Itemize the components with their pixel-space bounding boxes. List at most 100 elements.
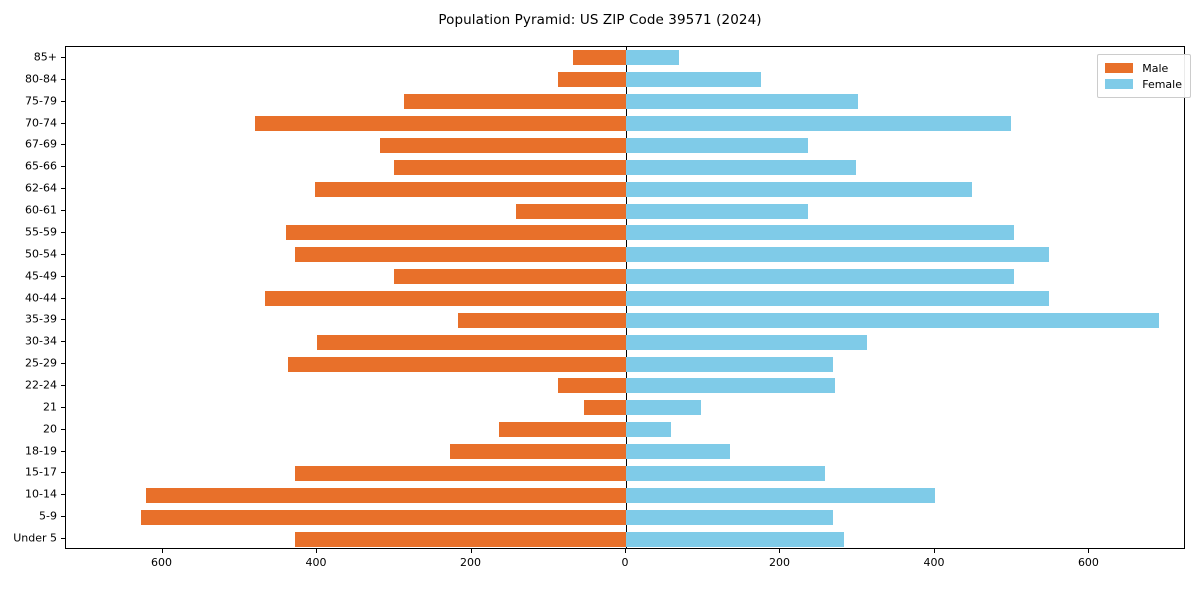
bar-male	[287, 356, 626, 372]
y-tick-mark	[61, 210, 65, 212]
x-tick-mark	[779, 549, 781, 553]
y-tick-label: 85+	[33, 50, 57, 64]
y-tick-label: 55-59	[25, 225, 57, 239]
x-tick-mark	[161, 549, 163, 553]
bar-female	[626, 159, 857, 175]
bar-female	[626, 378, 835, 394]
bar-female	[626, 509, 833, 525]
y-tick-label: 65-66	[25, 159, 57, 173]
y-tick-label: 40-44	[25, 291, 57, 304]
x-tick-mark	[1088, 549, 1090, 553]
x-tick-label: 600	[151, 556, 173, 569]
bar-male	[449, 444, 626, 460]
bar-female	[626, 465, 826, 481]
y-tick-label: 15-17	[25, 465, 57, 479]
x-tick-label: 600	[1077, 556, 1099, 569]
bar-male	[295, 247, 626, 263]
bar-female	[626, 444, 731, 460]
bar-female	[626, 225, 1014, 241]
y-tick-mark	[61, 363, 65, 365]
bar-female	[626, 203, 808, 219]
bar-male	[317, 334, 626, 350]
bar-male	[286, 225, 626, 241]
bar-male	[573, 50, 626, 66]
bar-female	[626, 422, 671, 438]
y-tick-mark	[61, 538, 65, 540]
bar-male	[558, 72, 626, 88]
bar-male	[255, 116, 626, 132]
bar-female	[626, 116, 1011, 132]
y-tick-mark	[61, 231, 65, 233]
bar-female	[626, 181, 973, 197]
bar-female	[626, 400, 701, 416]
bar-female	[626, 72, 762, 88]
y-tick-label: 20	[43, 422, 57, 436]
bar-male	[584, 400, 626, 416]
legend-label-female: Female	[1142, 77, 1182, 91]
y-tick-label: 75-79	[25, 94, 57, 108]
legend-item-female: Female	[1105, 76, 1182, 92]
y-tick-mark	[61, 384, 65, 386]
bar-male	[499, 422, 626, 438]
y-tick-label: 70-74	[25, 116, 57, 130]
y-tick-label: 60-61	[25, 203, 57, 217]
y-tick-mark	[61, 275, 65, 277]
y-tick-mark	[61, 516, 65, 518]
plot-area	[65, 46, 1185, 549]
y-tick-label: Under 5	[13, 531, 57, 545]
legend-swatch-male	[1105, 63, 1134, 73]
bar-female	[626, 137, 808, 153]
y-tick-mark	[61, 472, 65, 474]
y-tick-label: 67-69	[25, 137, 57, 151]
y-tick-mark	[61, 166, 65, 168]
bar-male	[558, 378, 626, 394]
y-tick-label: 45-49	[25, 269, 57, 283]
legend-label-male: Male	[1142, 61, 1169, 75]
bar-male	[394, 269, 626, 285]
y-tick-mark	[61, 297, 65, 299]
y-tick-mark	[61, 56, 65, 58]
bar-male	[403, 94, 626, 110]
bar-male	[295, 531, 626, 547]
y-tick-mark	[61, 100, 65, 102]
y-tick-label: 62-64	[25, 181, 57, 195]
y-tick-mark	[61, 188, 65, 190]
bar-female	[626, 50, 679, 66]
y-tick-mark	[61, 428, 65, 430]
chart-legend: Male Female	[1097, 54, 1191, 98]
x-tick-mark	[316, 549, 318, 553]
x-tick-label: 200	[768, 556, 790, 569]
y-tick-mark	[61, 319, 65, 321]
bar-female	[626, 94, 858, 110]
x-tick-label: 400	[305, 556, 327, 569]
bar-female	[626, 247, 1050, 263]
bar-male	[516, 203, 626, 219]
bar-female	[626, 312, 1159, 328]
chart-title: Population Pyramid: US ZIP Code 39571 (2…	[438, 12, 762, 28]
y-tick-mark	[61, 253, 65, 255]
bar-male	[145, 487, 626, 503]
x-tick-label: 0	[621, 556, 629, 569]
y-tick-mark	[61, 341, 65, 343]
bar-male	[394, 159, 626, 175]
y-tick-mark	[61, 406, 65, 408]
y-tick-label: 22-24	[25, 378, 57, 392]
y-tick-label: 18-19	[25, 444, 57, 458]
bar-male	[457, 312, 626, 328]
y-tick-mark	[61, 122, 65, 124]
y-tick-mark	[61, 78, 65, 80]
y-tick-mark	[61, 450, 65, 452]
x-tick-mark	[625, 549, 626, 553]
y-tick-label: 21	[43, 400, 57, 414]
bar-male	[140, 509, 626, 525]
bar-female	[626, 356, 833, 372]
x-tick-mark	[933, 549, 935, 553]
bar-female	[626, 487, 935, 503]
bar-male	[295, 465, 626, 481]
y-tick-mark	[61, 494, 65, 496]
y-tick-label: 25-29	[25, 356, 57, 370]
legend-swatch-female	[1105, 79, 1134, 89]
bar-male	[380, 137, 626, 153]
y-tick-mark	[61, 144, 65, 146]
